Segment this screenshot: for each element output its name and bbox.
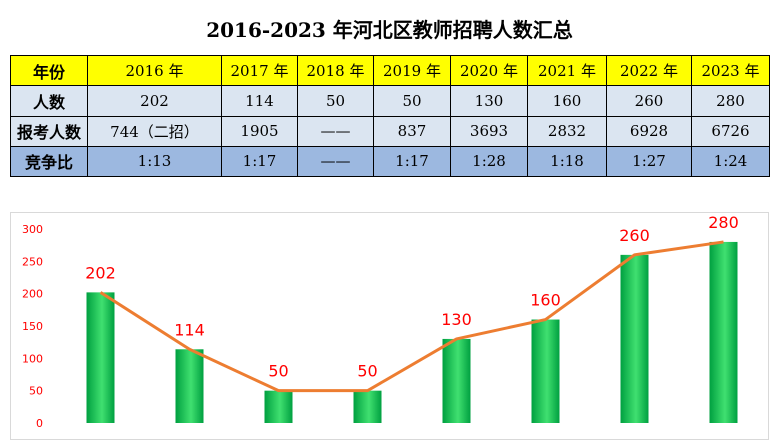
table-cell: ——	[297, 145, 374, 178]
row-label: 竞争比	[10, 145, 88, 178]
y-tick-label: 300	[22, 223, 43, 236]
chart-area: 0 50 100 150 200 250 300 202 114 50 50 130 160 260 28…	[10, 212, 769, 440]
y-tick-label: 0	[36, 417, 43, 430]
row-label: 人数	[10, 85, 88, 117]
header-cell: 2016 年	[87, 54, 222, 87]
y-tick-label: 150	[22, 320, 43, 333]
table-cell: 1:18	[527, 145, 607, 178]
table-cell: 744（二招）	[87, 115, 222, 147]
page-title: 2016-2023 年河北区教师招聘人数汇总	[206, 18, 573, 42]
bar-2017	[175, 349, 204, 423]
data-label-2022: 260	[619, 226, 650, 245]
table-cell: 2832	[527, 115, 607, 147]
bar-2021	[531, 319, 560, 423]
header-cell: 2018 年	[297, 54, 374, 87]
bar-line-chart: 0 50 100 150 200 250 300 202 114 50 50 130 160 260 28…	[22, 213, 739, 430]
bar-2022	[620, 254, 649, 423]
table-cell: 1:28	[450, 145, 528, 178]
table-cell: 1:17	[221, 145, 298, 178]
data-label-2016: 202	[85, 263, 116, 282]
header-cell: 年份	[10, 54, 88, 87]
table-row: 人数 202 114 50 50 130 160 260 280	[10, 85, 770, 117]
bar-2023	[709, 241, 738, 423]
table-cell: 6726	[691, 115, 770, 147]
data-label-2020: 130	[441, 310, 472, 329]
data-label-2023: 280	[708, 213, 739, 232]
table-row: 报考人数 744（二招） 1905 —— 837 3693 2832 6928 …	[10, 115, 770, 147]
table-cell: 1905	[221, 115, 298, 147]
summary-table: 年份 2016 年 2017 年 2018 年 2019 年 2020 年 20…	[10, 54, 770, 178]
data-label-2017: 114	[174, 320, 205, 339]
header-cell: 2021 年	[527, 54, 607, 87]
table-row: 竞争比 1:13 1:17 —— 1:17 1:28 1:18 1:27 1:2…	[10, 145, 770, 178]
table-cell: 130	[450, 85, 528, 117]
y-tick-label: 50	[29, 385, 43, 398]
table-cell: 1:27	[606, 145, 692, 178]
trend-line	[99, 240, 724, 393]
header-cell: 2022 年	[606, 54, 692, 87]
table-cell: 1:17	[373, 145, 451, 178]
data-label-2019: 50	[357, 362, 377, 381]
table-cell: 1:24	[691, 145, 770, 178]
data-label-2021: 160	[530, 291, 561, 310]
table-cell: 50	[373, 85, 451, 117]
table-cell: 837	[373, 115, 451, 147]
table-cell: 202	[87, 85, 222, 117]
table-cell: 1:13	[87, 145, 222, 178]
bar-2019	[353, 390, 382, 423]
bar-2020	[442, 338, 471, 423]
table-cell: 260	[606, 85, 692, 117]
table-cell: 114	[221, 85, 298, 117]
table-cell: 3693	[450, 115, 528, 147]
header-cell: 2023 年	[691, 54, 770, 87]
header-cell: 2020 年	[450, 54, 528, 87]
bar-2016	[86, 292, 115, 423]
data-label-2018: 50	[268, 362, 288, 381]
bar-2018	[264, 390, 293, 423]
y-tick-label: 250	[22, 255, 43, 268]
table-header-row: 年份 2016 年 2017 年 2018 年 2019 年 2020 年 20…	[10, 54, 770, 87]
y-tick-label: 100	[22, 352, 43, 365]
header-cell: 2017 年	[221, 54, 298, 87]
header-cell: 2019 年	[373, 54, 451, 87]
y-tick-label: 200	[22, 288, 43, 301]
table-cell: 280	[691, 85, 770, 117]
table-cell: ——	[297, 115, 374, 147]
table-cell: 160	[527, 85, 607, 117]
table-cell: 50	[297, 85, 374, 117]
row-label: 报考人数	[10, 115, 88, 147]
table-cell: 6928	[606, 115, 692, 147]
